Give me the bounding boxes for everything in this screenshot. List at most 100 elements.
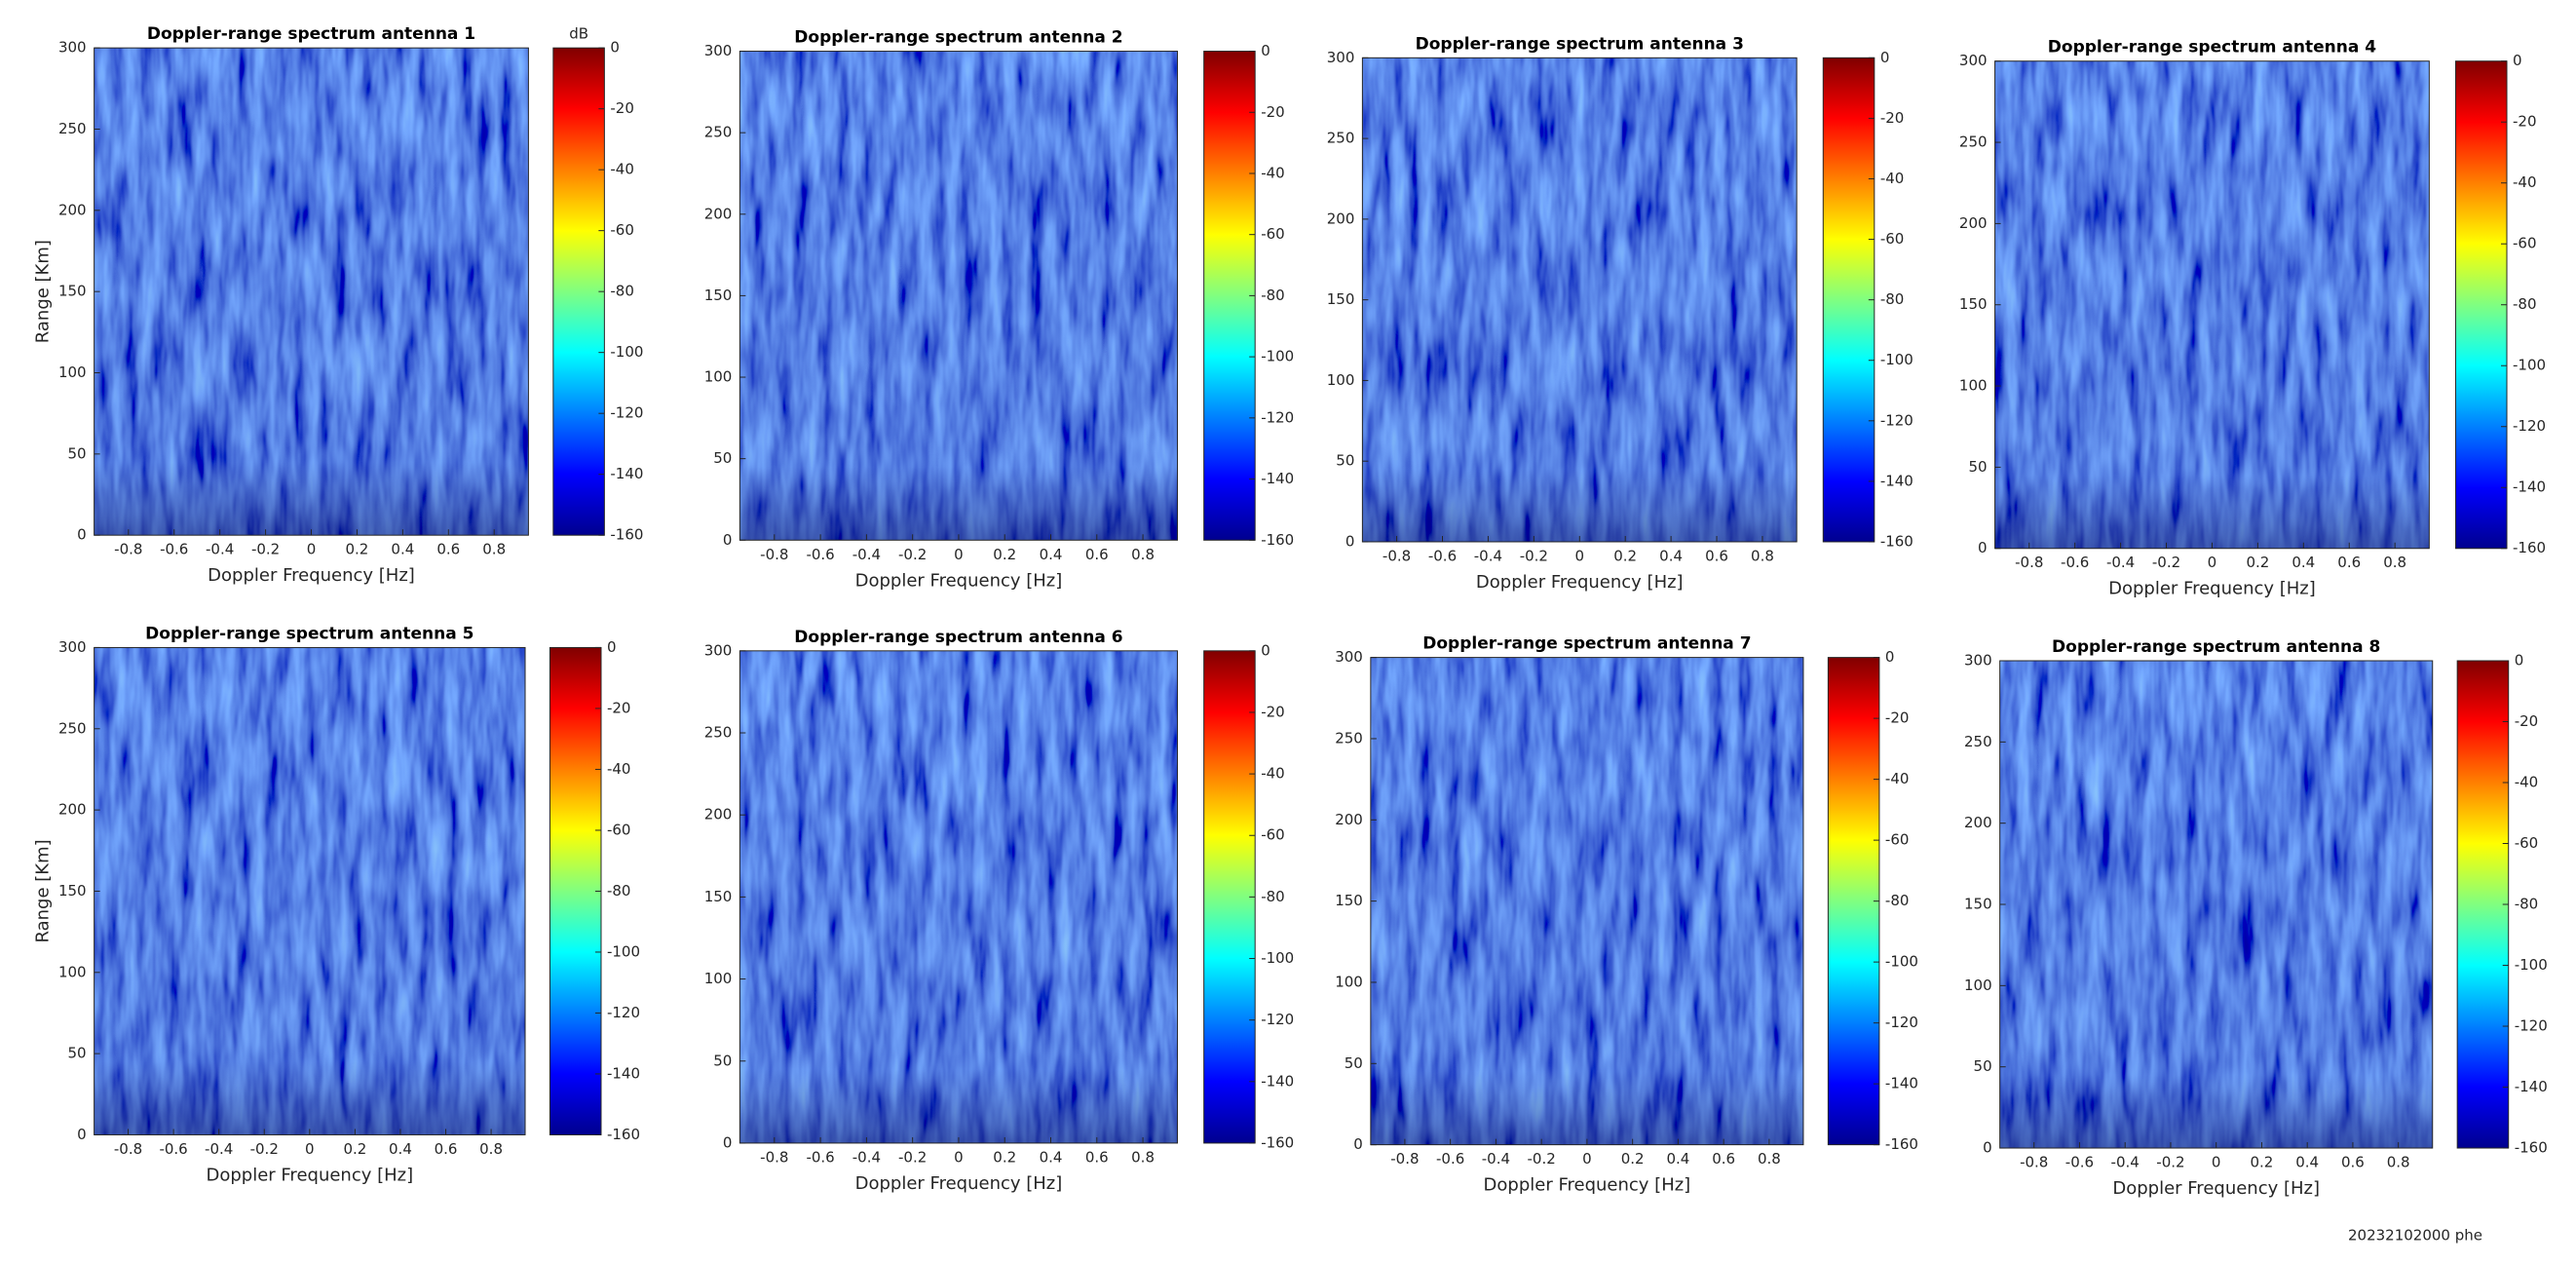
x-tick-label: -0.4 [2111, 1154, 2140, 1171]
y-tick-label: 150 [58, 882, 87, 900]
colorbar-tick-label: -100 [2513, 357, 2546, 374]
x-tick-label: 0.4 [391, 541, 414, 558]
x-tick-label: 0.8 [1131, 546, 1155, 563]
colorbar-tick-label: -80 [2513, 295, 2537, 313]
chart-title: Doppler-range spectrum antenna 6 [794, 628, 1122, 647]
x-tick-label: 0 [307, 541, 317, 558]
x-tick-label: 0.4 [2295, 1154, 2319, 1171]
colorbar-tick-label: -40 [1880, 170, 1905, 187]
x-tick-label: 0.4 [1666, 1150, 1689, 1168]
x-tick-label: 0.8 [482, 541, 506, 558]
colorbar-tick-label: -60 [2513, 235, 2537, 252]
x-tick-label: 0.6 [436, 541, 460, 558]
colorbar [1203, 51, 1256, 541]
colorbar-tick-label: -80 [1261, 888, 1285, 905]
y-tick-label: 50 [68, 1045, 87, 1062]
colorbar [1822, 57, 1875, 543]
colorbar-tick-label: -60 [607, 821, 631, 838]
x-tick-label: 0.6 [1085, 546, 1109, 563]
colorbar-tick-label: -160 [1261, 1133, 1294, 1151]
colorbar-tick-label: -140 [1880, 472, 1913, 489]
colorbar-tick-label: -120 [607, 1004, 640, 1021]
colorbar-tick-label: -160 [610, 526, 643, 544]
y-tick-label: 200 [1327, 210, 1355, 227]
x-tick-label: -0.6 [159, 1140, 187, 1158]
colorbar [2454, 60, 2508, 550]
colorbar-tick-label: -120 [1880, 411, 1913, 429]
x-tick-label: -0.2 [1528, 1150, 1556, 1168]
chart-title: Doppler-range spectrum antenna 7 [1422, 634, 1751, 654]
x-tick-label: -0.2 [251, 541, 280, 558]
x-tick-label: -0.4 [1482, 1150, 1510, 1168]
x-tick-label: -0.2 [898, 1148, 927, 1166]
colorbar-tick-label: -100 [1880, 351, 1913, 368]
x-tick-label: -0.6 [1428, 547, 1457, 564]
y-tick-label: 100 [1327, 371, 1355, 389]
x-tick-label: -0.6 [2061, 554, 2089, 571]
x-tick-label: 0.6 [2341, 1154, 2365, 1171]
heatmap-shade [94, 647, 526, 1135]
y-tick-label: 250 [1335, 729, 1363, 747]
y-tick-label: 100 [1959, 377, 1988, 395]
colorbar-tick-label: 0 [1880, 49, 1890, 66]
colorbar-tick-label: 0 [607, 638, 617, 656]
y-tick-label: 150 [1964, 896, 1992, 913]
x-tick-label: 0.2 [1613, 547, 1637, 564]
y-tick-label: 50 [1968, 458, 1987, 476]
y-tick-label: 150 [704, 888, 733, 905]
y-tick-label: 300 [704, 641, 733, 659]
x-tick-label: 0.8 [1758, 1150, 1781, 1168]
colorbar-tick-label: -160 [2515, 1139, 2548, 1157]
y-tick-label: 200 [58, 801, 87, 819]
colorbar-tick-label: -40 [607, 760, 631, 778]
y-tick-label: 200 [704, 806, 733, 824]
y-tick-label: 0 [1345, 532, 1355, 550]
colorbar-label: dB [569, 25, 588, 43]
x-tick-label: 0 [305, 1140, 315, 1158]
colorbar-tick-label: -160 [1885, 1135, 1918, 1153]
x-tick-label: 0.8 [2383, 554, 2406, 571]
colorbar-tick-label: 0 [2513, 52, 2522, 69]
x-tick-label: -0.6 [160, 541, 188, 558]
y-tick-label: 300 [1327, 49, 1355, 66]
y-tick-label: 0 [1353, 1135, 1363, 1153]
colorbar-tick-label: -20 [1885, 709, 1910, 727]
x-axis-label: Doppler Frequency [Hz] [208, 565, 415, 586]
y-tick-label: 300 [704, 42, 733, 59]
x-tick-label: 0 [954, 546, 964, 563]
y-tick-label: 100 [1335, 973, 1363, 990]
colorbar-tick-label: -140 [607, 1064, 640, 1082]
colorbar-tick-label: -20 [1261, 103, 1285, 121]
x-tick-label: -0.8 [2020, 1154, 2048, 1171]
colorbar-tick-label: 0 [1261, 641, 1270, 659]
chart-title: Doppler-range spectrum antenna 4 [2048, 38, 2376, 57]
x-tick-label: -0.6 [806, 546, 834, 563]
colorbar [1203, 650, 1256, 1144]
y-tick-label: 0 [77, 526, 87, 544]
x-axis-label: Doppler Frequency [Hz] [2108, 579, 2316, 599]
x-axis-label: Doppler Frequency [Hz] [1476, 572, 1684, 593]
y-tick-label: 300 [58, 39, 87, 57]
y-tick-label: 250 [1959, 134, 1988, 151]
x-tick-label: -0.4 [852, 546, 881, 563]
x-tick-label: 0.8 [479, 1140, 503, 1158]
y-tick-label: 200 [58, 201, 87, 218]
y-tick-label: 100 [58, 364, 87, 381]
x-tick-label: -0.8 [760, 1148, 788, 1166]
x-tick-label: 0.6 [1705, 547, 1728, 564]
colorbar-tick-label: -60 [2515, 834, 2539, 852]
x-tick-label: -0.4 [852, 1148, 881, 1166]
y-tick-label: 250 [704, 724, 733, 742]
colorbar-tick-label: -20 [1261, 703, 1285, 720]
y-tick-label: 300 [58, 638, 87, 656]
x-tick-label: 0 [2212, 1154, 2221, 1171]
y-tick-label: 100 [58, 963, 87, 980]
x-axis-label: Doppler Frequency [Hz] [1484, 1175, 1691, 1196]
chart-title: Doppler-range spectrum antenna 8 [2052, 637, 2380, 657]
colorbar-tick-label: -20 [1880, 109, 1905, 127]
colorbar-tick-label: -60 [610, 221, 634, 239]
x-tick-label: 0.8 [1131, 1148, 1155, 1166]
y-tick-label: 50 [68, 444, 87, 462]
x-tick-label: 0.6 [2337, 554, 2361, 571]
colorbar-tick-label: -120 [2515, 1017, 2548, 1035]
